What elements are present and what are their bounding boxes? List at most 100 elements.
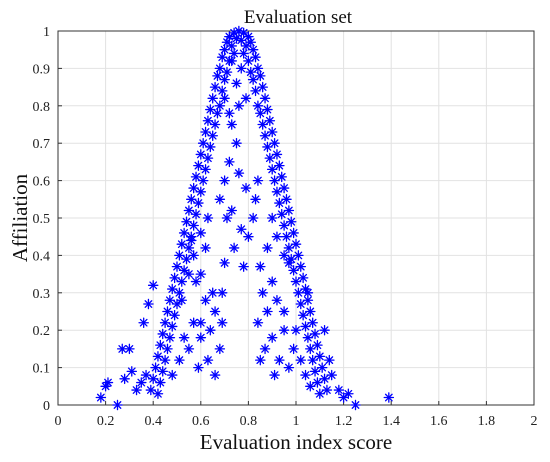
marker-stroke	[199, 176, 208, 185]
marker-stroke	[177, 296, 186, 305]
marker-stroke	[261, 344, 269, 353]
marker-stroke	[261, 131, 269, 140]
marker-stroke	[280, 221, 289, 230]
marker-stroke	[384, 393, 393, 402]
x-tick-label: 1.6	[430, 414, 448, 429]
data-point	[219, 175, 230, 186]
data-point	[283, 205, 295, 216]
data-point	[281, 194, 292, 205]
data-point	[314, 351, 326, 362]
data-point	[174, 354, 185, 366]
marker-stroke	[273, 296, 281, 305]
data-point	[169, 272, 180, 284]
marker-stroke	[196, 333, 205, 342]
marker-stroke	[268, 128, 277, 136]
y-tick-label: 0.9	[33, 62, 51, 77]
data-point	[271, 295, 283, 306]
marker-stroke	[268, 214, 277, 222]
marker-stroke	[303, 296, 312, 305]
data-point	[219, 257, 230, 269]
marker-stroke	[177, 240, 186, 249]
data-point	[288, 265, 299, 276]
marker-stroke	[277, 172, 286, 181]
x-axis-ticks: 0 0.2 0.4 0.6 0.8 1 1.2 1.4 1.6 1.8 2	[55, 401, 538, 429]
data-point	[350, 399, 361, 411]
marker-stroke	[284, 206, 293, 215]
x-tick-label: 1.2	[335, 414, 353, 429]
marker-stroke	[315, 352, 324, 361]
data-point	[305, 381, 316, 392]
marker-stroke	[125, 344, 134, 353]
marker-stroke	[246, 38, 255, 47]
data-point	[276, 171, 287, 183]
marker-stroke	[323, 386, 331, 394]
data-point	[333, 384, 345, 396]
data-point	[216, 85, 228, 97]
marker-stroke	[165, 296, 174, 305]
data-point	[269, 369, 280, 381]
marker-stroke	[292, 326, 300, 335]
data-point	[228, 242, 240, 254]
data-point	[205, 141, 216, 153]
data-point	[147, 373, 159, 385]
data-point	[240, 182, 252, 194]
data-point	[307, 354, 318, 366]
marker-stroke	[315, 389, 324, 398]
marker-stroke	[282, 195, 291, 204]
data-point	[319, 373, 330, 385]
marker-stroke	[232, 34, 241, 43]
marker-stroke	[294, 288, 303, 297]
data-point	[274, 160, 285, 171]
marker-stroke	[218, 288, 227, 297]
marker-stroke	[194, 161, 203, 170]
y-tick-label: 0.2	[33, 324, 51, 339]
marker-stroke	[175, 356, 184, 365]
marker-stroke	[301, 322, 310, 331]
marker-stroke	[311, 367, 319, 376]
marker-stroke	[182, 217, 191, 226]
marker-stroke	[170, 273, 179, 282]
marker-stroke	[184, 206, 193, 215]
marker-stroke	[234, 169, 243, 178]
marker-stroke	[204, 116, 212, 125]
marker-stroke	[242, 42, 250, 50]
marker-stroke	[239, 49, 248, 58]
data-point	[290, 238, 302, 250]
data-point	[190, 276, 202, 287]
marker-stroke	[303, 333, 312, 342]
marker-stroke	[313, 378, 322, 387]
data-point	[293, 250, 304, 261]
x-tick-label: 0	[55, 414, 62, 429]
marker-stroke	[192, 172, 200, 181]
marker-stroke	[263, 143, 272, 151]
data-point	[176, 276, 188, 287]
data-point	[252, 175, 264, 186]
marker-stroke	[170, 311, 179, 320]
data-point	[219, 93, 230, 104]
data-point	[293, 287, 304, 299]
marker-stroke	[232, 79, 241, 88]
marker-stroke	[237, 64, 246, 73]
marker-stroke	[154, 389, 162, 398]
data-point	[290, 276, 302, 287]
marker-stroke	[180, 333, 189, 342]
data-point	[183, 343, 195, 355]
data-point	[255, 108, 266, 119]
data-point	[233, 100, 245, 112]
data-point	[326, 369, 337, 381]
marker-stroke	[220, 176, 229, 185]
data-point	[314, 388, 326, 400]
marker-stroke	[227, 120, 236, 129]
marker-stroke	[263, 244, 272, 252]
marker-stroke	[301, 285, 310, 293]
marker-stroke	[284, 244, 293, 252]
marker-stroke	[254, 318, 262, 327]
data-point	[281, 231, 292, 242]
data-point	[209, 369, 221, 381]
data-point	[214, 194, 226, 205]
data-point	[257, 287, 268, 299]
data-point	[186, 235, 197, 246]
marker-stroke	[187, 195, 196, 204]
data-point	[117, 343, 128, 355]
